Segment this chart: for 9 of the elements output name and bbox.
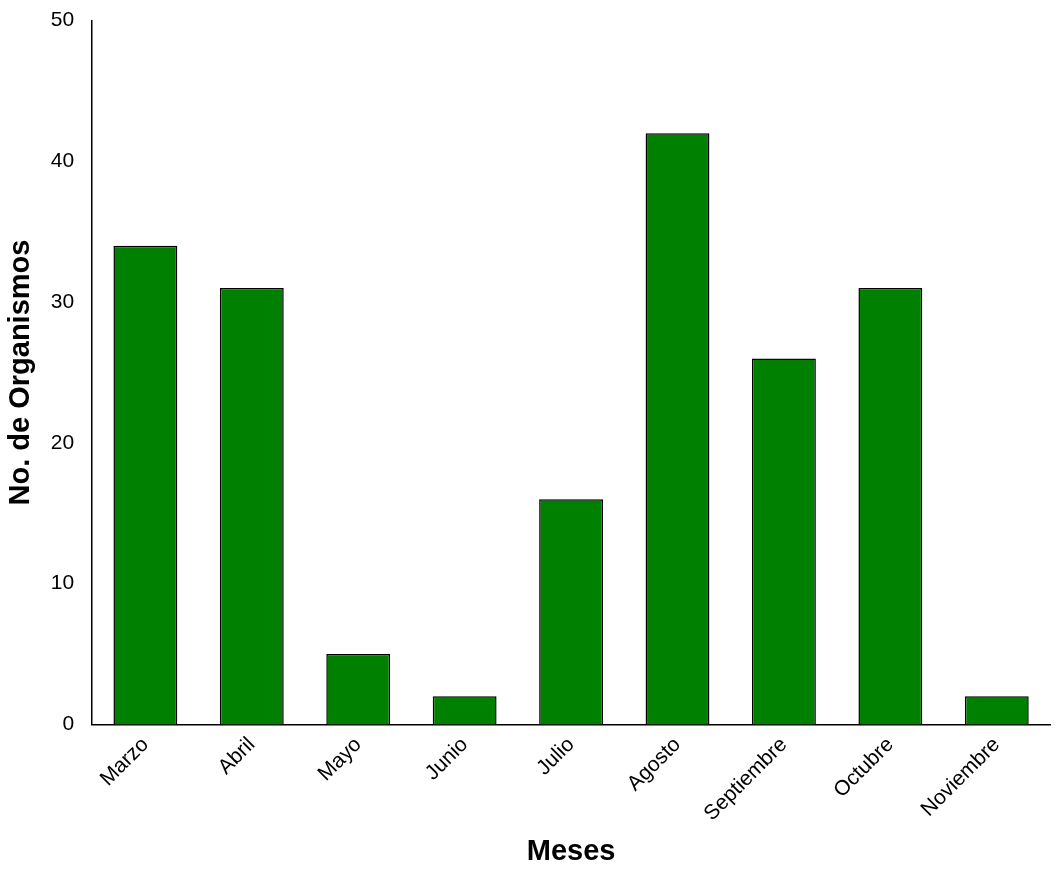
y-tick-label: 30 (50, 288, 75, 312)
x-tick-label: Julio (531, 732, 579, 779)
y-tick-label: 20 (50, 429, 75, 453)
y-tick-label: 50 (50, 7, 75, 31)
y-tick-label: 0 (62, 711, 75, 735)
y-axis-title: No. de Organismos (3, 239, 36, 506)
y-tick-label: 40 (50, 148, 75, 172)
y-tick-label: 10 (50, 570, 75, 594)
x-axis-title: Meses (526, 833, 616, 866)
